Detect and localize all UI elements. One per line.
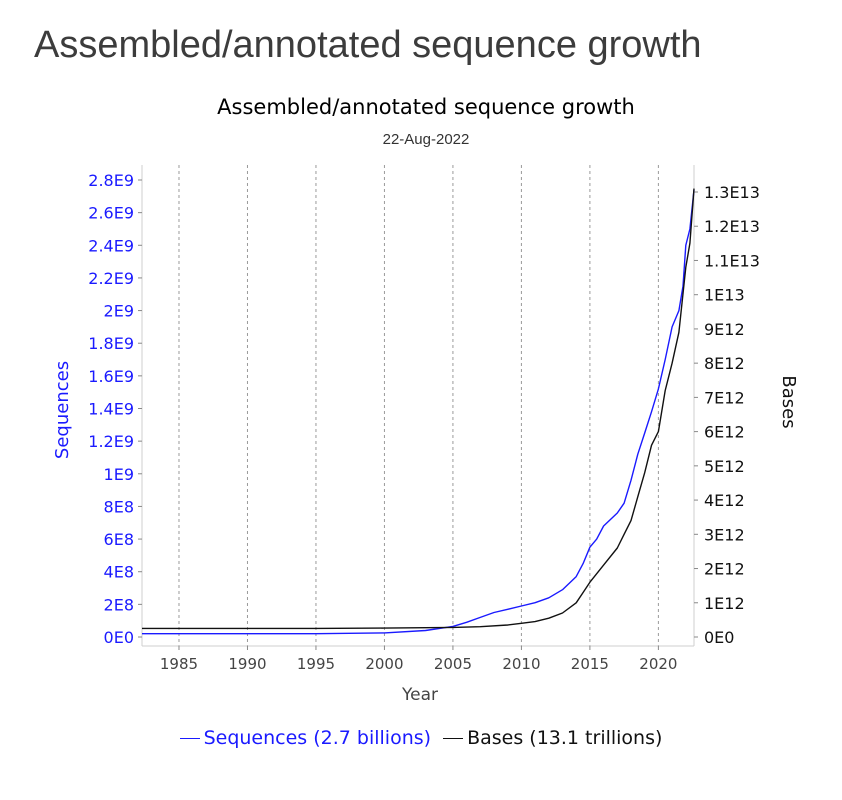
left-tick-label-9: 1.8E9 [88, 334, 134, 353]
chart-legend: Sequences (2.7 billions) Bases (13.1 tri… [0, 727, 842, 749]
right-tick-label-3: 3E12 [704, 525, 745, 544]
right-tick-label-5: 5E12 [704, 457, 745, 476]
sequences-line [142, 189, 695, 635]
sequence-growth-chart: Assembled/annotated sequence growth 22-A… [52, 95, 799, 705]
legend-item-sequences: Sequences (2.7 billions) [179, 727, 432, 749]
right-tick-label-2: 2E12 [704, 560, 745, 579]
left-tick-label-0: 0E0 [104, 628, 134, 647]
left-tick-label-3: 6E8 [104, 530, 134, 549]
left-tick-label-13: 2.6E9 [88, 204, 134, 223]
legend-label-bases: Bases (13.1 trillions) [467, 727, 663, 749]
right-tick-label-12: 1.2E13 [704, 217, 760, 236]
left-tick-label-12: 2.4E9 [88, 236, 134, 255]
left-tick-label-10: 2E9 [104, 302, 134, 321]
legend-swatch-sequences [179, 738, 200, 739]
x-tick-label-1985: 1985 [160, 655, 198, 673]
left-tick-label-7: 1.4E9 [88, 400, 134, 419]
right-tick-label-13: 1.3E13 [704, 183, 760, 202]
x-tick-label-1995: 1995 [297, 655, 335, 673]
right-tick-label-10: 1E13 [704, 286, 745, 305]
right-tick-label-11: 1.1E13 [704, 251, 760, 270]
series-lines [142, 188, 695, 635]
legend-swatch-bases [443, 738, 464, 739]
tick-labels: 1985 1990 1995 2000 2005 2010 2015 2020 0E0 2E8 4E… [88, 171, 760, 673]
vertical-gridlines [178, 165, 659, 646]
left-axis-label: Sequences [52, 361, 73, 459]
right-tick-label-0: 0E0 [704, 628, 734, 647]
right-tick-label-8: 8E12 [704, 354, 745, 373]
right-tick-label-9: 9E12 [704, 320, 745, 339]
left-tick-label-11: 2.2E9 [88, 269, 134, 288]
left-tick-label-5: 1E9 [104, 465, 134, 484]
left-tick-label-8: 1.6E9 [88, 367, 134, 386]
x-tick-label-2015: 2015 [571, 655, 609, 673]
x-axis-label: Year [401, 685, 438, 705]
x-tick-label-2005: 2005 [434, 655, 472, 673]
page-heading: Assembled/annotated sequence growth [34, 24, 702, 66]
x-tick-label-1990: 1990 [228, 655, 266, 673]
legend-label-sequences: Sequences (2.7 billions) [203, 727, 432, 749]
left-tick-label-6: 1.2E9 [88, 432, 134, 451]
bases-line [142, 188, 695, 630]
x-tick-label-2000: 2000 [365, 655, 403, 673]
right-tick-label-1: 1E12 [704, 594, 745, 613]
x-tick-label-2020: 2020 [639, 655, 677, 673]
left-tick-label-2: 4E8 [104, 563, 134, 582]
legend-item-bases: Bases (13.1 trillions) [443, 727, 662, 749]
chart-subtitle: 22-Aug-2022 [383, 131, 470, 148]
right-tick-label-4: 4E12 [704, 491, 745, 510]
axes [141, 165, 695, 647]
left-tick-label-4: 8E8 [104, 497, 134, 516]
x-tick-label-2010: 2010 [502, 655, 540, 673]
chart-title: Assembled/annotated sequence growth [217, 95, 635, 119]
right-tick-label-6: 6E12 [704, 423, 745, 442]
left-tick-label-14: 2.8E9 [88, 171, 134, 190]
right-axis-label: Bases [778, 375, 799, 428]
right-tick-label-7: 7E12 [704, 388, 745, 407]
left-tick-label-1: 2E8 [104, 595, 134, 614]
